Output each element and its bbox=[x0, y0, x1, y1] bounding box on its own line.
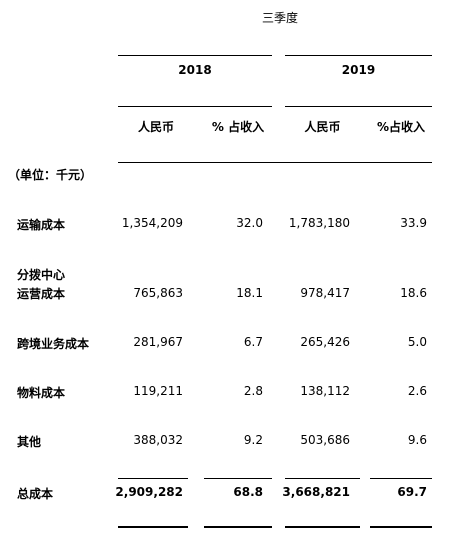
total-bottom-rule-rmb-2018 bbox=[118, 526, 188, 528]
total-top-rule-pct-2018 bbox=[204, 478, 272, 479]
row-label: 物料成本 bbox=[17, 386, 66, 400]
cell-pct-2019: 2.6 bbox=[407, 384, 427, 398]
unit-label: （单位：千元） bbox=[8, 168, 93, 182]
total-pct-2019: 69.7 bbox=[397, 485, 427, 499]
cell-rmb-2018: 388,032 bbox=[133, 433, 183, 447]
cell-pct-2018: 18.1 bbox=[236, 286, 263, 300]
col-header-rmb-2019: 人民币 bbox=[304, 120, 341, 134]
total-bottom-rule-pct-2019 bbox=[370, 526, 432, 528]
cell-pct-2018: 6.7 bbox=[243, 335, 263, 349]
total-bottom-rule-rmb-2019 bbox=[285, 526, 360, 528]
cell-rmb-2018: 281,967 bbox=[133, 335, 183, 349]
year-2019-top-rule bbox=[285, 55, 432, 56]
cell-pct-2019: 9.6 bbox=[407, 433, 427, 447]
cell-pct-2018: 2.8 bbox=[243, 384, 263, 398]
total-bottom-rule-pct-2018 bbox=[204, 526, 272, 528]
cell-pct-2019: 33.9 bbox=[400, 216, 427, 230]
row-label: 运输成本 bbox=[17, 218, 66, 232]
cell-pct-2019: 18.6 bbox=[400, 286, 427, 300]
col-header-rmb-2018: 人民币 bbox=[137, 120, 174, 134]
row-label-line1: 分拨中心 bbox=[17, 268, 66, 282]
total-pct-2018: 68.8 bbox=[233, 485, 263, 499]
cell-rmb-2019: 138,112 bbox=[300, 384, 350, 398]
col-header-pct-2019: %占收入 bbox=[376, 120, 426, 134]
cell-rmb-2019: 1,783,180 bbox=[288, 216, 350, 230]
row-label: 其他 bbox=[17, 435, 42, 449]
total-label: 总成本 bbox=[17, 487, 54, 501]
cell-rmb-2018: 1,354,209 bbox=[121, 216, 183, 230]
cell-rmb-2018: 119,211 bbox=[133, 384, 183, 398]
year-2018-header: 2018 bbox=[178, 63, 212, 77]
cell-pct-2019: 5.0 bbox=[407, 335, 427, 349]
year-2018-bottom-rule bbox=[118, 106, 272, 107]
row-label: 跨境业务成本 bbox=[17, 337, 90, 351]
header-bottom-rule bbox=[118, 162, 432, 163]
year-2018-top-rule bbox=[118, 55, 272, 56]
total-rmb-2018: 2,909,282 bbox=[115, 485, 183, 499]
cell-rmb-2019: 503,686 bbox=[300, 433, 350, 447]
row-label-line2: 运营成本 bbox=[17, 287, 66, 301]
col-header-pct-2018: % 占收入 bbox=[211, 120, 265, 134]
total-top-rule-rmb-2018 bbox=[118, 478, 188, 479]
year-2019-header: 2019 bbox=[341, 63, 376, 77]
total-rmb-2019: 3,668,821 bbox=[282, 485, 350, 499]
year-2019-bottom-rule bbox=[285, 106, 432, 107]
cell-pct-2018: 32.0 bbox=[236, 216, 263, 230]
period-header: 三季度 bbox=[261, 11, 298, 25]
cell-rmb-2019: 265,426 bbox=[300, 335, 350, 349]
cell-pct-2018: 9.2 bbox=[243, 433, 263, 447]
total-top-rule-rmb-2019 bbox=[285, 478, 360, 479]
cell-rmb-2019: 978,417 bbox=[300, 286, 350, 300]
cell-rmb-2018: 765,863 bbox=[133, 286, 183, 300]
total-top-rule-pct-2019 bbox=[370, 478, 432, 479]
